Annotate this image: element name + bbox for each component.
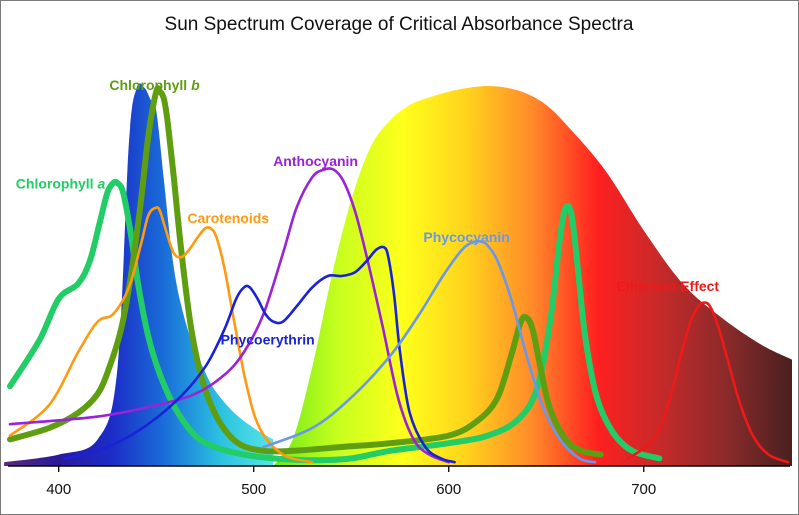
series-line-carotenoids: [8, 206, 314, 464]
series-line-phycocyanin: [262, 239, 597, 464]
x-tick-label-400: 400: [46, 481, 71, 498]
label-phycoerythrin: Phycoerythrin: [221, 331, 315, 347]
x-tick-label-700: 700: [631, 481, 656, 498]
x-tick-label-500: 500: [241, 481, 266, 498]
series-lines: [7, 85, 790, 464]
label-anthocyanin: Anthocyanin: [273, 153, 358, 169]
series-labels: Chlorophyll a Chlorophyll b Carotenoids Ant…: [16, 77, 720, 348]
label-phycocyanin: Phycocyanin: [423, 229, 509, 245]
spectrum-bands: [4, 83, 792, 467]
label-chlorophyll-b: Chlorophyll b: [109, 77, 200, 93]
x-axis-ticks: 400 500 600 700: [46, 466, 656, 498]
x-axis: 400 500 600 700: [8, 465, 790, 498]
series-line-emerson-effect: [626, 301, 790, 464]
chart-title: Sun Spectrum Coverage of Critical Absorb…: [165, 14, 634, 35]
label-carotenoids: Carotenoids: [187, 210, 269, 226]
label-emerson-effect: Emerson Effect: [616, 278, 719, 294]
series-line-phycoerythrin: [63, 245, 456, 464]
series-line-chlorophyll-a: [7, 178, 663, 464]
label-chlorophyll-a: Chlorophyll a: [16, 176, 106, 192]
spectrum-band-2: [273, 86, 792, 466]
series-line-anthocyanin: [8, 167, 450, 464]
x-tick-label-600: 600: [436, 481, 461, 498]
